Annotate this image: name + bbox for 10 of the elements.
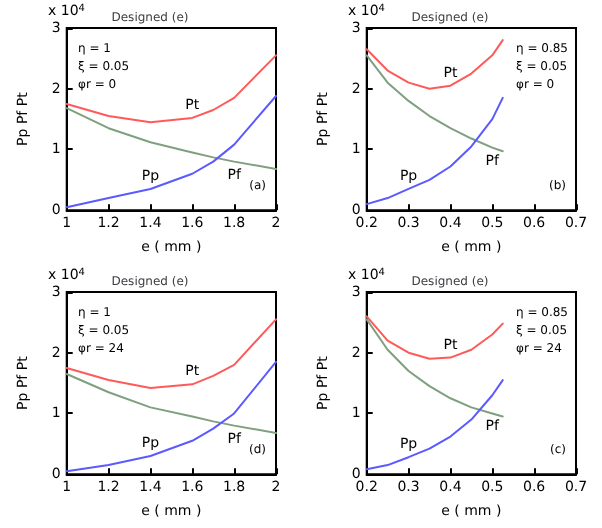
line-series: [365, 39, 504, 90]
line-series: [65, 107, 277, 170]
line-series: [65, 318, 277, 389]
line-series: [365, 318, 504, 418]
line-series: [365, 315, 504, 360]
line-series: [65, 54, 277, 124]
line-series: [365, 96, 504, 206]
line-series: [365, 379, 504, 471]
line-series: [365, 54, 504, 153]
line-series: [65, 372, 277, 434]
